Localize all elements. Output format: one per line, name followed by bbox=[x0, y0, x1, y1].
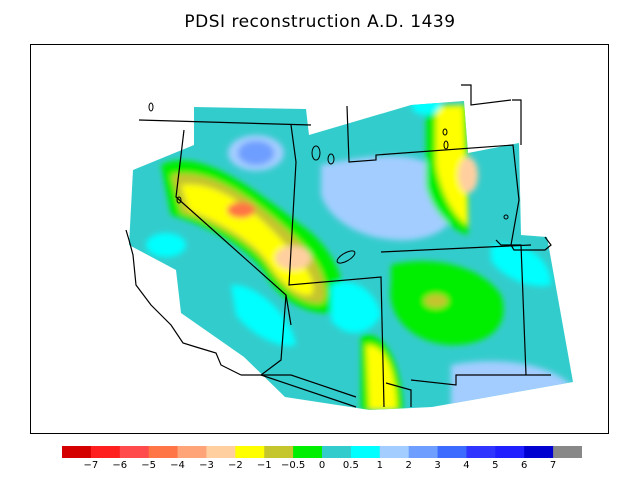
map-frame bbox=[30, 44, 609, 434]
legend-label: 3 bbox=[434, 460, 441, 471]
legend-label: 4 bbox=[463, 460, 470, 471]
legend-label: −2 bbox=[227, 460, 243, 471]
pdsi-map bbox=[125, 84, 573, 410]
legend-swatch bbox=[264, 446, 294, 458]
legend-label: 1 bbox=[376, 460, 383, 471]
legend-label: 6 bbox=[521, 460, 528, 471]
legend-swatch bbox=[235, 446, 265, 458]
legend-swatch bbox=[90, 446, 121, 458]
legend-label: −7 bbox=[83, 460, 99, 471]
map-title: PDSI reconstruction A.D. 1439 bbox=[184, 12, 456, 32]
color-legend bbox=[62, 446, 582, 458]
legend-label: 0 bbox=[318, 460, 326, 471]
legend-swatch bbox=[293, 446, 323, 458]
legend-label: −1 bbox=[256, 460, 272, 471]
legend-label: −6 bbox=[112, 460, 128, 471]
legend-swatch bbox=[350, 446, 381, 458]
legend-label: 5 bbox=[492, 460, 499, 471]
legend-label: −3 bbox=[199, 460, 214, 471]
legend-swatch bbox=[495, 446, 525, 458]
legend-swatch bbox=[408, 446, 439, 458]
legend-swatch bbox=[437, 446, 467, 458]
lakes bbox=[148, 102, 509, 264]
legend-swatch bbox=[524, 446, 554, 458]
legend-swatch bbox=[322, 446, 352, 458]
pdsi-contours bbox=[129, 101, 573, 410]
legend-swatch bbox=[177, 446, 207, 458]
boundaries bbox=[125, 84, 552, 408]
legend-swatch bbox=[466, 446, 496, 458]
legend-swatch bbox=[119, 446, 150, 458]
legend-swatch bbox=[553, 446, 582, 458]
legend-label: 2 bbox=[405, 460, 412, 471]
legend-label: 7 bbox=[549, 460, 557, 471]
legend-label: −0.5 bbox=[280, 460, 306, 471]
legend-label: −5 bbox=[141, 460, 157, 471]
legend-label: −4 bbox=[170, 460, 185, 471]
legend-swatch bbox=[379, 446, 410, 458]
legend-label: 0.5 bbox=[342, 460, 359, 471]
legend-swatch bbox=[206, 446, 236, 458]
legend-swatch bbox=[148, 446, 179, 458]
legend-swatch bbox=[62, 446, 92, 458]
